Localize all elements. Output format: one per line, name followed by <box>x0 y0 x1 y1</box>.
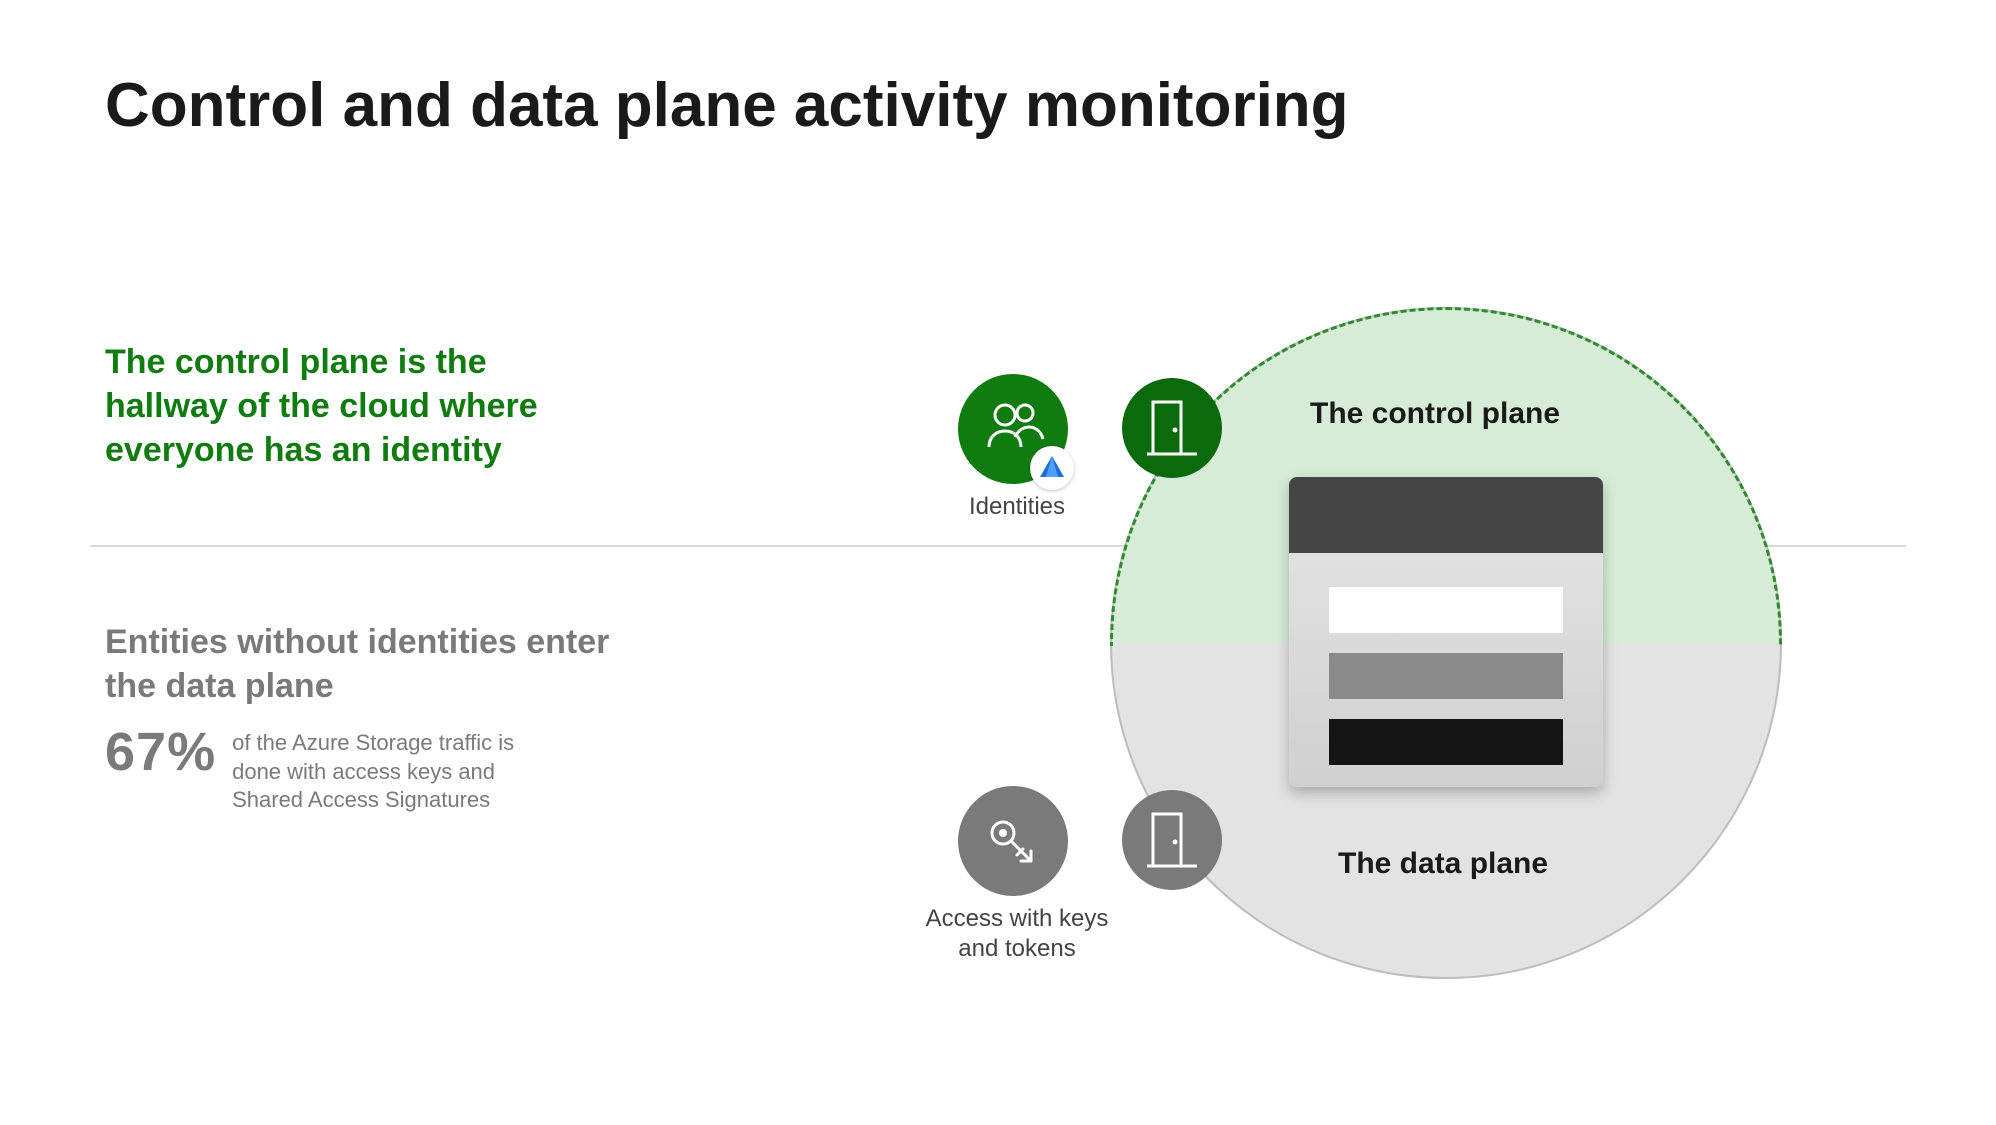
door-icon <box>1122 378 1222 478</box>
server-bar-1 <box>1329 587 1563 633</box>
server-bar-2 <box>1329 653 1563 699</box>
data-plane-label: The data plane <box>1338 847 1548 881</box>
door-icon <box>1122 790 1222 890</box>
identities-icon <box>958 374 1068 484</box>
key-glyph-icon <box>981 809 1045 873</box>
data-plane-subtitle: Entities without identities enter the da… <box>105 620 625 708</box>
keys-label: Access with keys and tokens <box>922 904 1112 964</box>
door-glyph-icon <box>1147 398 1197 458</box>
azure-ad-badge-icon <box>1030 446 1074 490</box>
control-door-icon-wrap <box>1122 378 1222 478</box>
server-bar-3 <box>1329 719 1563 765</box>
people-icon <box>981 397 1045 461</box>
control-plane-text: The control plane is the hallway of the … <box>105 340 565 473</box>
data-door-icon-wrap <box>1122 790 1222 890</box>
control-plane-label: The control plane <box>1310 397 1560 431</box>
stat-description: of the Azure Storage traffic is done wit… <box>232 725 552 815</box>
identities-label: Identities <box>962 492 1072 522</box>
slide: Control and data plane activity monitori… <box>0 0 1996 1125</box>
server-header <box>1289 477 1603 553</box>
keys-icon <box>958 786 1068 896</box>
server-box <box>1289 477 1603 787</box>
door-glyph-icon <box>1147 810 1197 870</box>
stat-percent: 67% <box>105 725 216 779</box>
identities-icon-wrap <box>958 374 1068 484</box>
page-title: Control and data plane activity monitori… <box>105 70 1349 141</box>
keys-icon-wrap <box>958 786 1068 896</box>
stat-row: 67% of the Azure Storage traffic is done… <box>105 725 552 815</box>
